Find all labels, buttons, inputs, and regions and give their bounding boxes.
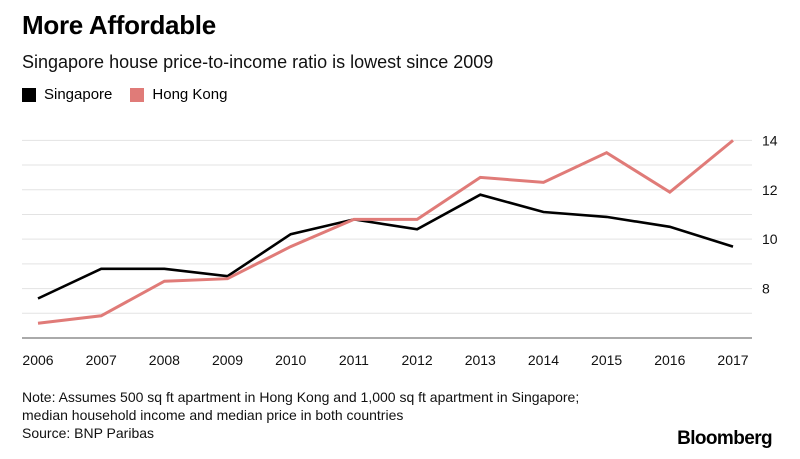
- x-tick-label: 2008: [149, 352, 180, 368]
- x-tick-label: 2009: [212, 352, 243, 368]
- x-tick-label: 2017: [717, 352, 748, 368]
- legend: Singapore Hong Kong: [22, 86, 245, 103]
- y-tick-label: 10: [762, 231, 778, 247]
- legend-label-hong-kong: Hong Kong: [152, 86, 228, 103]
- y-tick-label: 14: [762, 132, 778, 148]
- legend-label-singapore: Singapore: [44, 86, 113, 103]
- y-tick-label: 12: [762, 182, 778, 198]
- series-line-hong-kong: [37, 139, 734, 325]
- x-tick-label: 2016: [654, 352, 685, 368]
- legend-item-hong-kong: Hong Kong: [130, 86, 227, 103]
- note-line: Note: Assumes 500 sq ft apartment in Hon…: [22, 389, 580, 405]
- x-tick-label: 2015: [591, 352, 622, 368]
- legend-item-singapore: Singapore: [22, 86, 112, 103]
- chart-title: More Affordable: [22, 10, 216, 40]
- bloomberg-logo: Bloomberg: [677, 428, 772, 449]
- y-tick-label: 8: [762, 281, 770, 297]
- x-tick-label: 2006: [22, 352, 53, 368]
- source-label: Source: BNP Paribas: [22, 425, 155, 441]
- legend-swatch-singapore: [22, 87, 36, 102]
- x-tick-label: 2013: [465, 352, 496, 368]
- chart-subtitle: Singapore house price-to-income ratio is…: [22, 52, 494, 72]
- x-tick-label: 2012: [402, 352, 433, 368]
- note-line: median household income and median price…: [22, 407, 404, 423]
- series-line-singapore: [37, 193, 734, 300]
- x-tick-label: 2010: [275, 352, 306, 368]
- x-tick-label: 2007: [86, 352, 117, 368]
- x-tick-label: 2011: [339, 352, 369, 368]
- legend-swatch-hong-kong: [130, 87, 145, 102]
- x-tick-label: 2014: [528, 352, 559, 368]
- chart-note: Note: Assumes 500 sq ft apartment in Hon…: [22, 388, 579, 442]
